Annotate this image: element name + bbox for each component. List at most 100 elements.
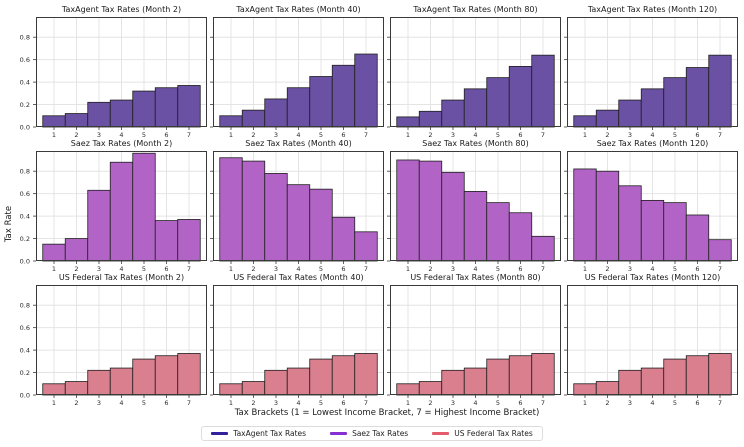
svg-text:7: 7: [541, 265, 545, 273]
bar: [486, 77, 510, 128]
bar: [463, 191, 488, 262]
svg-text:6: 6: [518, 265, 522, 273]
chart-title: Saez Tax Rates (Month 2): [70, 139, 173, 148]
legend-label: Saez Tax Rates: [352, 429, 409, 438]
svg-text:2: 2: [605, 399, 609, 407]
svg-text:2: 2: [251, 399, 255, 407]
svg-text:1: 1: [229, 131, 233, 139]
bar: [531, 353, 555, 396]
svg-text:0.6: 0.6: [20, 324, 30, 332]
svg-text:4: 4: [119, 131, 123, 139]
bar: [331, 64, 356, 128]
chart-panel: Saez Tax Rates (Month 40) 1 2 3 4 5 6 7: [210, 138, 384, 273]
bar: [441, 369, 465, 396]
svg-text:3: 3: [97, 399, 101, 407]
svg-text:2: 2: [251, 265, 255, 273]
svg-text:5: 5: [673, 399, 677, 407]
bar: [685, 355, 710, 396]
bar: [441, 171, 465, 262]
chart-plot: 1 2 3 4 5 6 7 0.0 0.2 0.4 0.6 0.8: [20, 285, 207, 407]
svg-text:0.8: 0.8: [20, 168, 30, 176]
chart-title: TaxAgent Tax Rates (Month 80): [413, 5, 538, 14]
bar: [87, 369, 111, 396]
svg-text:7: 7: [187, 399, 191, 407]
svg-text:6: 6: [695, 399, 699, 407]
bar: [219, 157, 243, 262]
svg-text:0.0: 0.0: [20, 257, 30, 265]
chart-plot: 1 2 3 4 5 6 7: [387, 151, 561, 273]
bar: [42, 115, 66, 128]
bar: [177, 85, 201, 128]
svg-text:4: 4: [119, 265, 123, 273]
chart-title: US Federal Tax Rates (Month 40): [233, 273, 364, 282]
svg-text:6: 6: [341, 399, 345, 407]
svg-text:5: 5: [319, 131, 323, 139]
svg-text:7: 7: [364, 399, 368, 407]
svg-text:1: 1: [52, 399, 56, 407]
svg-text:5: 5: [142, 399, 146, 407]
chart-plot: 1 2 3 4 5 6 7: [564, 17, 738, 139]
bar: [685, 214, 710, 262]
svg-text:2: 2: [251, 131, 255, 139]
svg-text:7: 7: [364, 131, 368, 139]
svg-text:6: 6: [341, 131, 345, 139]
bar: [708, 239, 732, 262]
svg-text:1: 1: [583, 131, 587, 139]
svg-text:0.4: 0.4: [20, 212, 30, 220]
svg-text:1: 1: [52, 131, 56, 139]
bar: [309, 76, 333, 128]
svg-text:7: 7: [364, 265, 368, 273]
bar: [595, 170, 620, 262]
bar: [132, 90, 156, 128]
svg-text:1: 1: [229, 265, 233, 273]
bar: [531, 235, 555, 262]
bar: [286, 184, 311, 262]
bar: [508, 212, 533, 262]
chart-plot: 1 2 3 4 5 6 7: [387, 285, 561, 407]
chart-title: TaxAgent Tax Rates (Month 120): [587, 5, 718, 14]
bar: [154, 220, 179, 262]
svg-text:6: 6: [341, 265, 345, 273]
bar: [309, 188, 333, 262]
svg-text:0.0: 0.0: [20, 391, 30, 399]
chart-panel: US Federal Tax Rates (Month 80) 1 2 3 4 5 6 7: [387, 272, 561, 407]
chart-plot: 1 2 3 4 5 6 7: [387, 17, 561, 139]
svg-text:2: 2: [428, 399, 432, 407]
bar: [219, 383, 243, 396]
svg-text:5: 5: [319, 399, 323, 407]
legend-label: US Federal Tax Rates: [454, 429, 533, 438]
charts-grid: TaxAgent Tax Rates (Month 2) 1 2 3 4 5 6 7 0.0 0…: [20, 4, 738, 407]
svg-text:7: 7: [718, 131, 722, 139]
legend-item: TaxAgent Tax Rates: [211, 429, 306, 438]
legend-item: Saez Tax Rates: [330, 429, 408, 438]
bar: [87, 101, 111, 128]
svg-text:4: 4: [473, 131, 477, 139]
bar: [331, 355, 356, 396]
bar: [154, 355, 179, 396]
svg-text:6: 6: [164, 399, 168, 407]
chart-plot: 1 2 3 4 5 6 7: [210, 151, 384, 273]
bar: [618, 185, 642, 262]
legend-label: TaxAgent Tax Rates: [233, 429, 307, 438]
svg-text:3: 3: [274, 399, 278, 407]
svg-text:0.2: 0.2: [20, 101, 30, 109]
svg-text:5: 5: [496, 131, 500, 139]
svg-text:5: 5: [673, 265, 677, 273]
svg-text:3: 3: [274, 265, 278, 273]
chart-title: US Federal Tax Rates (Month 80): [410, 273, 541, 282]
bar: [219, 115, 243, 128]
bar: [132, 152, 156, 262]
bar: [109, 161, 134, 262]
svg-text:7: 7: [541, 399, 545, 407]
svg-text:0.6: 0.6: [20, 190, 30, 198]
chart-panel: Saez Tax Rates (Month 2) 1 2 3 4 5 6 7 0.0 0.2 0.…: [20, 138, 207, 273]
svg-text:6: 6: [518, 131, 522, 139]
svg-text:6: 6: [695, 131, 699, 139]
svg-text:6: 6: [164, 131, 168, 139]
svg-text:4: 4: [473, 265, 477, 273]
chart-title: TaxAgent Tax Rates (Month 2): [61, 5, 182, 14]
legend-line-swatch: [432, 432, 450, 435]
svg-text:0.8: 0.8: [20, 34, 30, 42]
bar: [685, 67, 710, 128]
bar: [573, 115, 597, 128]
